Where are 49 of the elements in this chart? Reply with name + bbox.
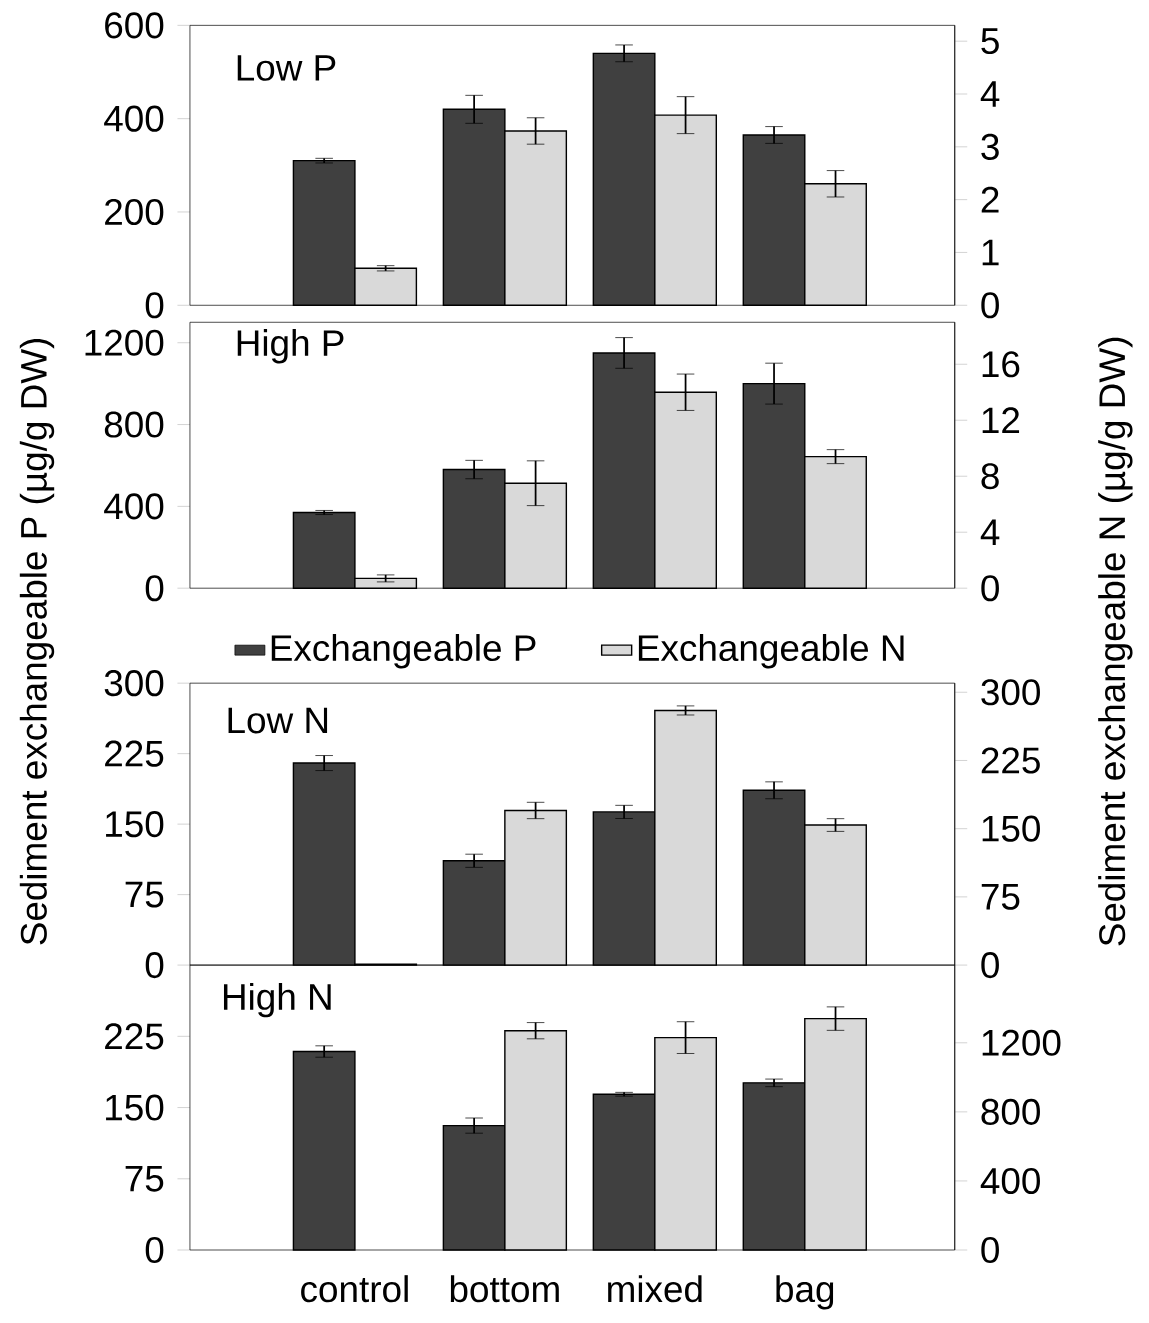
y-tick-label: 300 — [104, 670, 164, 697]
y2-tick-label: 300 — [981, 679, 1041, 706]
chart-title: High N — [224, 982, 331, 1018]
y-tick-label: 0 — [145, 575, 164, 602]
x-tick-label: bag — [776, 1275, 834, 1310]
legend-label: Exchangeable P — [271, 634, 536, 669]
y-tick-label: 225 — [105, 1023, 164, 1050]
y2-tick-label: 225 — [981, 747, 1041, 774]
x-tick-label: control — [301, 1275, 408, 1303]
y2-tick-label: 400 — [980, 1167, 1041, 1194]
y-tick-label: 200 — [105, 198, 164, 226]
y2-tick-label: 0 — [981, 952, 1000, 979]
y2-tick-label: 5 — [981, 28, 999, 55]
y2-tick-label: 0 — [981, 292, 1000, 319]
y2-tick-label: 0 — [981, 575, 1000, 602]
text: Low N — [228, 707, 328, 734]
y2-axis-title: Sediment exchangeable N (µg/g DW) — [1098, 337, 1133, 946]
y-tick-label: 150 — [106, 811, 164, 838]
y2-tick-label: 800 — [981, 1098, 1041, 1125]
y2-tick-label: 4 — [980, 81, 1000, 107]
y-tick-label: 225 — [105, 740, 164, 767]
y-tick-label: 75 — [125, 1165, 164, 1192]
y2-tick-label: 8 — [981, 463, 999, 490]
y-tick-label: 400 — [104, 105, 164, 132]
y2-tick-label: 0 — [981, 1236, 1000, 1264]
legend-label: Exchangeable N — [639, 634, 904, 669]
y-tick-label: 0 — [145, 952, 164, 979]
y-tick-label: 75 — [125, 881, 164, 908]
y2-tick-label: 4 — [980, 519, 1000, 545]
y2-tick-label: 150 — [982, 815, 1041, 842]
y2-tick-label: 12 — [982, 407, 1020, 434]
y2-tick-label: 3 — [981, 133, 999, 160]
text: Low P — [237, 55, 336, 81]
y2-tick-label: 2 — [981, 186, 999, 213]
y-tick-label: 0 — [145, 1236, 164, 1264]
x-tick-label: bottom — [450, 1275, 559, 1303]
chart-title: High P — [237, 329, 344, 364]
y-tick-label: 0 — [145, 292, 164, 319]
y-tick-label: 600 — [105, 12, 164, 39]
y-tick-label: 1200 — [85, 329, 164, 356]
y-tick-label: 400 — [104, 493, 164, 520]
x-tick-label: mixed — [608, 1275, 702, 1303]
y-tick-label: 800 — [105, 411, 164, 438]
y-axis-title: Sediment exchangeable P (µg/g DW) — [19, 338, 55, 945]
y2-tick-label: 1 — [982, 239, 999, 266]
y-tick-label: 150 — [106, 1094, 164, 1121]
y2-tick-label: 1200 — [982, 1029, 1061, 1056]
y2-tick-label: 16 — [982, 351, 1020, 378]
y2-tick-label: 75 — [981, 884, 1020, 910]
